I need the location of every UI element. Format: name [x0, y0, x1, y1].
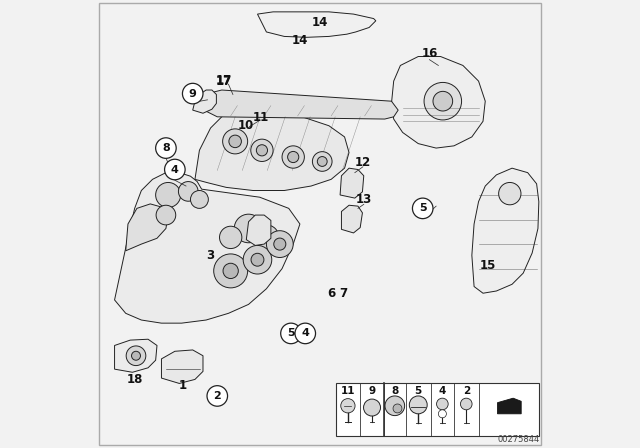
- Circle shape: [234, 214, 263, 243]
- Polygon shape: [341, 205, 362, 233]
- Text: 15: 15: [479, 258, 495, 271]
- Circle shape: [191, 190, 209, 208]
- Text: 10: 10: [238, 119, 255, 132]
- Text: 4: 4: [301, 328, 309, 338]
- Circle shape: [295, 323, 316, 344]
- Circle shape: [214, 254, 248, 288]
- Circle shape: [281, 323, 301, 344]
- Circle shape: [223, 263, 238, 279]
- Text: 14: 14: [292, 34, 308, 47]
- Text: 00275844: 00275844: [498, 435, 540, 444]
- Circle shape: [207, 386, 228, 406]
- Polygon shape: [392, 56, 485, 148]
- Circle shape: [364, 399, 381, 416]
- Polygon shape: [204, 90, 398, 119]
- Text: 9: 9: [189, 89, 196, 99]
- Circle shape: [412, 198, 433, 219]
- Text: 8: 8: [391, 386, 399, 396]
- Circle shape: [460, 398, 472, 410]
- Text: 11: 11: [340, 386, 355, 396]
- Text: 2: 2: [213, 391, 221, 401]
- Circle shape: [499, 182, 521, 205]
- Polygon shape: [195, 110, 349, 190]
- Text: 1: 1: [179, 379, 186, 392]
- Polygon shape: [472, 168, 539, 293]
- Text: 9: 9: [369, 386, 376, 396]
- Polygon shape: [125, 204, 168, 251]
- Polygon shape: [246, 215, 271, 246]
- Text: 12: 12: [355, 156, 371, 169]
- Text: 14: 14: [312, 16, 328, 29]
- Polygon shape: [193, 90, 216, 113]
- Text: 4: 4: [171, 164, 179, 175]
- Circle shape: [156, 205, 176, 225]
- Text: 18: 18: [127, 373, 143, 386]
- Text: 11: 11: [253, 111, 269, 124]
- Polygon shape: [257, 12, 376, 37]
- Text: 6: 6: [327, 287, 335, 300]
- Circle shape: [156, 182, 180, 207]
- Bar: [335, 383, 539, 436]
- Circle shape: [126, 346, 146, 366]
- Circle shape: [156, 138, 176, 158]
- Circle shape: [229, 135, 241, 148]
- Text: 13: 13: [356, 193, 372, 206]
- Polygon shape: [115, 172, 300, 323]
- Circle shape: [287, 151, 299, 163]
- Text: 5: 5: [419, 203, 426, 213]
- Circle shape: [251, 139, 273, 161]
- Circle shape: [282, 146, 305, 168]
- Text: 17: 17: [216, 73, 232, 87]
- Circle shape: [243, 246, 272, 274]
- Circle shape: [257, 145, 268, 156]
- Circle shape: [251, 253, 264, 266]
- Text: 7: 7: [339, 287, 348, 300]
- Text: 16: 16: [421, 47, 438, 60]
- Circle shape: [274, 238, 286, 250]
- Circle shape: [340, 399, 355, 413]
- Text: 4: 4: [438, 386, 446, 396]
- Circle shape: [424, 82, 461, 120]
- Polygon shape: [161, 350, 203, 383]
- Circle shape: [393, 404, 402, 413]
- Circle shape: [132, 351, 140, 360]
- Circle shape: [266, 231, 293, 258]
- Polygon shape: [497, 398, 521, 414]
- Circle shape: [410, 396, 427, 414]
- Circle shape: [385, 396, 404, 416]
- Circle shape: [223, 129, 248, 154]
- Text: 5: 5: [415, 386, 422, 396]
- Circle shape: [312, 152, 332, 171]
- Polygon shape: [340, 168, 364, 198]
- Circle shape: [254, 225, 279, 250]
- Text: 3: 3: [207, 249, 214, 262]
- Circle shape: [317, 156, 327, 166]
- Circle shape: [438, 410, 446, 418]
- Text: 5: 5: [287, 328, 295, 338]
- Text: 2: 2: [463, 386, 470, 396]
- Circle shape: [164, 159, 185, 180]
- Circle shape: [436, 398, 448, 410]
- Circle shape: [220, 226, 242, 249]
- Circle shape: [182, 83, 203, 104]
- Circle shape: [433, 91, 452, 111]
- Circle shape: [179, 181, 198, 201]
- Text: 17: 17: [216, 75, 232, 88]
- Polygon shape: [115, 339, 157, 372]
- Text: 8: 8: [162, 143, 170, 153]
